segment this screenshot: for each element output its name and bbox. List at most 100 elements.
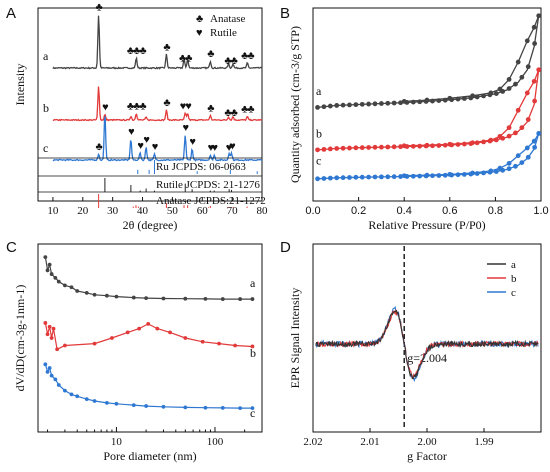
panel-b-data-point [474, 94, 480, 100]
panel-b-series-label: a [316, 84, 322, 98]
panel-b-data-point [481, 139, 486, 145]
panel-b-data-point [417, 143, 423, 149]
panel-b-data-point [506, 77, 512, 82]
panel-b-xtick-label: 0.6 [442, 205, 457, 217]
panel-b-data-point [524, 90, 530, 96]
panel-b-data-point [436, 98, 442, 104]
panel-b-data-point [353, 145, 359, 151]
panel-c-data-point [45, 369, 50, 374]
panel-b-data-point [519, 125, 525, 131]
panel-b-data-point [513, 130, 518, 136]
panel-b-data-point [353, 102, 359, 108]
panel-c-data-point [51, 326, 56, 331]
panel-b-data-point [398, 100, 403, 106]
panel-b-data-point [481, 93, 486, 99]
panel-b-data-point [401, 143, 407, 149]
panel-d-legend-label: a [511, 259, 516, 271]
panel-b-data-point [359, 101, 365, 107]
panel-b-data-point [353, 174, 359, 180]
panel-c-data-point [84, 290, 89, 295]
panel-d-xtick-label: 2.02 [303, 436, 322, 448]
panel-b-data-point [488, 90, 494, 96]
panel-b-data-point [379, 101, 384, 106]
rutile-marker: ♥ [152, 141, 158, 153]
panel-b-data-point [436, 173, 442, 178]
panel-b-data-point [385, 100, 391, 106]
panel-c-data-point [183, 296, 188, 301]
g-value-annotation: g=2.004 [407, 351, 447, 365]
panel-b-data-point [506, 166, 512, 172]
panel-a-series-line [52, 15, 263, 70]
panel-c-data-point [55, 347, 60, 352]
rutile-marker: ♥ [102, 102, 108, 114]
panel-b-data-point [327, 103, 333, 109]
panel-a-xtick-label: 50 [167, 205, 179, 217]
panel-c-data-point [47, 366, 52, 370]
legend-label: Anatase [210, 13, 246, 25]
panel-b-data-point [474, 140, 480, 146]
panel-c-data-point [53, 275, 58, 280]
panel-c-data-point [161, 404, 166, 409]
panel-b-data-point [513, 81, 518, 87]
panel-c-data-point [250, 344, 255, 349]
panel-b-data-point [334, 146, 340, 151]
anatase-marker: ♣ [96, 141, 103, 153]
panel-b-data-point [410, 173, 416, 179]
panel-b-data-point [461, 171, 467, 177]
panel-c-xlabel: Pore diameter (nm) [103, 449, 196, 463]
panel-b-data-point [497, 86, 503, 92]
panel-b-data-point [481, 170, 486, 176]
panel-d-xlabel: g Factor [407, 449, 447, 463]
panel-c-data-point [131, 403, 136, 408]
rutile-marker: ♥ [208, 142, 214, 154]
anatase-marker: ♣♣ [179, 53, 192, 65]
anatase-marker: ♣♣♣ [127, 100, 146, 112]
panel-c-frame [37, 243, 263, 433]
panel-c-series-line [44, 322, 253, 351]
anatase-marker: ♣ [207, 103, 214, 115]
panel-c-xtick-label: 10 [111, 436, 123, 448]
panel-a-xtick-label: 40 [137, 205, 149, 217]
panel-c-data-point [63, 343, 67, 348]
panel-b-data-point [321, 176, 327, 181]
panel-b-data-point [315, 176, 320, 182]
panel-b-data-point [470, 170, 475, 176]
panel-c-ylabel: dV/dD(cm-3g-1nm-1) [13, 285, 27, 392]
panel-c-data-point [69, 392, 74, 397]
panel-c-data-point [203, 296, 208, 301]
panel-a-xtick-label: 30 [107, 205, 119, 217]
panel-b-data-point [398, 174, 403, 179]
panel-b-data-point [525, 117, 531, 122]
panel-c-data-point [45, 268, 50, 273]
panel-b-data-point [321, 104, 327, 110]
panel-c-data-point [161, 296, 166, 301]
panel-b-data-point [359, 145, 365, 151]
panel-b-data-point [531, 138, 537, 144]
panel-c-data-point [69, 285, 74, 290]
panel-b-series-label: b [316, 126, 322, 140]
panel-b-data-point [506, 160, 512, 166]
panel-b-data-point [447, 141, 453, 147]
panel-c-data-point [168, 330, 172, 335]
panel-b-data-point [455, 142, 461, 147]
panel-b-xtick-label: 0.0 [305, 205, 320, 217]
panel-b-data-point [532, 41, 538, 46]
panel-b-data-point [410, 99, 416, 105]
panel-a-ylabel: Intensity [13, 64, 27, 106]
rutile-marker: ♥ [128, 126, 134, 138]
panel-b-adsorption-line [317, 133, 540, 180]
rutile-marker: ♥ [226, 142, 232, 154]
panel-b-data-point [515, 153, 521, 159]
panel-c-data-point [49, 272, 54, 276]
panel-c-data-point [155, 326, 160, 331]
reference-label: Rutile JCPDS: 21-1276 [156, 179, 260, 191]
panel-b-data-point [372, 144, 378, 150]
panel-a-series-line [52, 116, 263, 162]
panel-c-data-point [144, 404, 148, 408]
panel-b-data-point [488, 137, 494, 143]
panel-b-data-point [327, 146, 333, 152]
panel-b-data-point [455, 172, 461, 178]
rutile-marker: ♥ [189, 136, 195, 148]
panel-b-data-point [391, 174, 397, 180]
panel-b-data-point [515, 107, 521, 113]
